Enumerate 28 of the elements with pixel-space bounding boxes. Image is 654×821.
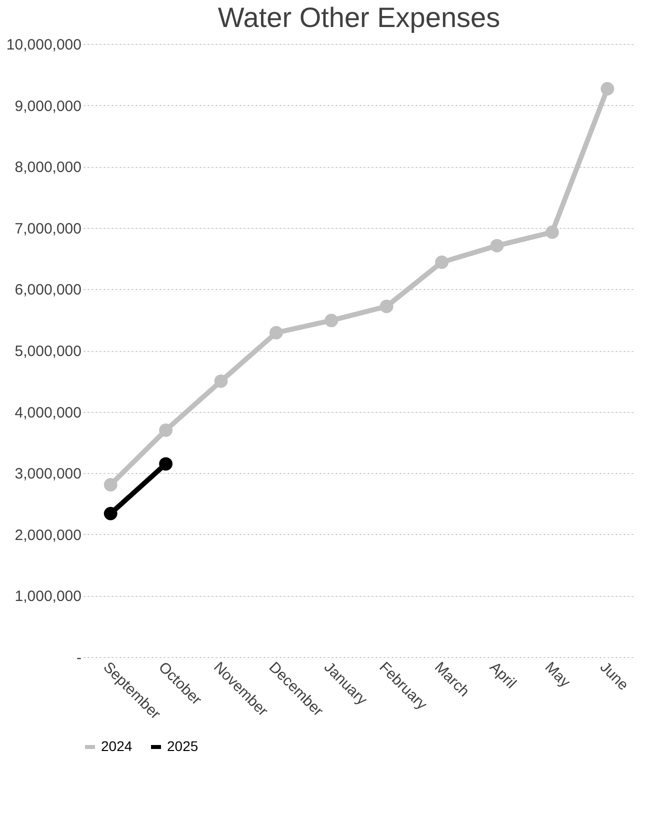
point <box>380 300 394 314</box>
point <box>214 374 228 388</box>
point <box>269 326 283 340</box>
point <box>324 314 338 328</box>
point <box>159 423 173 437</box>
y-tick-label: 2,000,000 <box>14 526 82 544</box>
legend-label: 2025 <box>167 738 198 754</box>
point <box>490 238 504 252</box>
point <box>104 506 118 520</box>
point <box>435 256 449 269</box>
y-tick-label: 4,000,000 <box>14 404 82 422</box>
x-tick-label: April <box>486 658 520 692</box>
chart-title: Water Other Expenses <box>218 2 500 33</box>
y-tick-label: - <box>76 650 82 666</box>
y-tick-label: 5,000,000 <box>14 343 82 360</box>
point <box>159 457 173 471</box>
y-tick-label: 6,000,000 <box>14 282 82 299</box>
point <box>545 225 559 239</box>
y-tick-label: 3,000,000 <box>14 466 82 483</box>
legend-label: 2024 <box>101 738 132 754</box>
point <box>104 478 118 492</box>
y-tick-label: 10,000,000 <box>6 36 82 54</box>
point <box>600 82 614 96</box>
y-tick-label: 8,000,000 <box>14 159 82 176</box>
y-tick-label: 7,000,000 <box>14 220 82 238</box>
x-tick-label: May <box>541 658 574 692</box>
y-tick-label: 9,000,000 <box>14 98 82 115</box>
y-tick-label: 1,000,000 <box>14 588 82 606</box>
